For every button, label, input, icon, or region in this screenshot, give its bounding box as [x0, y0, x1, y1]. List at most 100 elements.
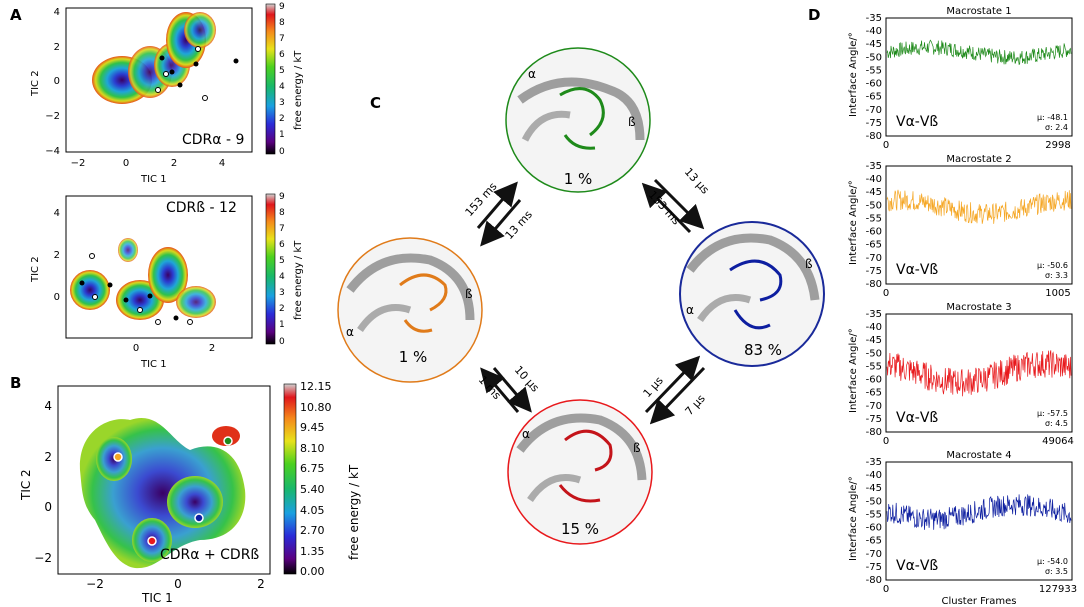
y-tick: -45	[866, 335, 882, 346]
x-tick: 0	[174, 577, 182, 591]
population-label: 1 %	[399, 348, 428, 366]
cluster-centers	[155, 46, 239, 101]
y-tick: −2	[45, 111, 60, 122]
rate-m4-to-m3: 7 µs	[683, 392, 708, 418]
cbar-tick: 8.10	[300, 442, 325, 455]
y-tick: -50	[866, 52, 882, 63]
cbar-tick: 4	[279, 272, 285, 282]
plot-frame	[65, 195, 253, 339]
cbar-tick: 1	[279, 320, 285, 330]
angle-series-line	[886, 39, 1072, 66]
y-tick: -80	[866, 131, 882, 142]
cbar-tick: 0.00	[300, 565, 325, 578]
cbar-tick: 8	[279, 18, 285, 28]
plot-frame	[57, 385, 271, 575]
series-label: Vα-Vß	[896, 114, 938, 130]
y-tick: 2	[44, 450, 52, 464]
macrostate-3-structure: α ß 15 %	[507, 399, 653, 545]
y-tick: -40	[866, 174, 882, 185]
y-ticks: 4 2 0	[54, 208, 60, 303]
y-tick: -65	[866, 388, 882, 399]
x-tick: 0	[133, 343, 139, 354]
y-tick: -70	[866, 401, 882, 412]
x-tick: 0	[883, 140, 889, 151]
y-tick: -75	[866, 562, 882, 573]
mean-label: µ: -54.0	[1037, 557, 1068, 566]
population-label: 1 %	[564, 170, 593, 188]
std-label: σ: 3.3	[1045, 271, 1068, 280]
cbar-tick: 10.80	[300, 401, 332, 414]
x-tick: 2	[257, 577, 265, 591]
rate-m2-to-m1: 153 ms	[463, 180, 500, 219]
y-tick: -50	[866, 496, 882, 507]
y-tick: -55	[866, 509, 882, 520]
y-tick: 0	[44, 500, 52, 514]
arrow-m1-to-m2	[480, 199, 522, 247]
y-tick: -35	[866, 13, 882, 24]
y-ticks: 4 2 0 −2 −4	[45, 7, 60, 157]
angle-series-line	[886, 494, 1072, 530]
y-axis-label: TIC 2	[30, 70, 41, 97]
beta-label: ß	[628, 115, 636, 129]
cbar-tick: 3	[279, 98, 285, 108]
x-tick: 49064	[1042, 436, 1074, 447]
arrow-m4-to-m1	[641, 182, 692, 234]
panel-letter-b: B	[10, 374, 21, 392]
x-axis-label: TIC 1	[140, 359, 167, 370]
free-energy-landscape	[79, 417, 246, 569]
plot-frame	[885, 17, 1073, 137]
y-tick: -45	[866, 187, 882, 198]
cbar-tick: 5	[279, 256, 285, 266]
y-tick: 4	[44, 399, 52, 413]
y-axis-label: Interface Angle/°	[848, 476, 859, 561]
macrostate-2-center	[113, 452, 123, 462]
y-tick: -55	[866, 213, 882, 224]
alpha-label: α	[522, 427, 530, 441]
colorbar	[283, 383, 297, 575]
y-axis-label: TIC 2	[19, 469, 33, 501]
y-tick: 0	[54, 76, 60, 87]
y-tick: 0	[54, 292, 60, 303]
rate-m4-to-m1: 153 ms	[646, 188, 683, 227]
colorbar	[265, 193, 276, 345]
y-tick: −4	[45, 146, 60, 157]
y-tick: 2	[54, 250, 60, 261]
rate-m2-to-m3: 10 µs	[512, 363, 542, 394]
cbar-tick: 5	[279, 66, 285, 76]
y-tick: -35	[866, 457, 882, 468]
macrostate-4-structure: α ß 83 %	[679, 221, 825, 367]
cbar-tick: 8	[279, 208, 285, 218]
cbar-tick: 12.15	[300, 380, 332, 393]
y-tick: -45	[866, 39, 882, 50]
beta-label: ß	[465, 287, 473, 301]
cdr-combined-label: CDRα + CDRß	[160, 547, 259, 563]
cbar-tick: 9	[279, 192, 285, 202]
y-tick: -40	[866, 322, 882, 333]
rate-m3-to-m2: 1 ms	[476, 373, 504, 402]
y-tick: -60	[866, 79, 882, 90]
y-tick: 2	[54, 42, 60, 53]
plot-title: Macrostate 2	[946, 154, 1011, 165]
y-tick: -65	[866, 536, 882, 547]
cbar-tick: 2	[279, 304, 285, 314]
plot-title: Macrostate 3	[946, 302, 1011, 313]
cbar-tick: 4.05	[300, 504, 325, 517]
x-tick: 0	[883, 288, 889, 299]
cbar-tick: 6	[279, 240, 285, 250]
angle-series-line	[886, 350, 1072, 397]
panel-c: α ß 1 % α ß 1 % α ß 83 %	[337, 47, 825, 545]
y-tick: 4	[54, 7, 60, 18]
cbar-tick: 7	[279, 224, 285, 234]
panel-letter-a: A	[10, 6, 22, 24]
cbar-tick: 1.35	[300, 545, 325, 558]
y-tick: -50	[866, 348, 882, 359]
std-label: σ: 2.4	[1045, 123, 1068, 132]
cbar-tick: 6	[279, 50, 285, 60]
y-tick: -40	[866, 26, 882, 37]
series-label: Vα-Vß	[896, 410, 938, 426]
x-ticks: −2 0 2	[86, 577, 265, 591]
x-tick: 0	[123, 158, 129, 169]
x-tick: 127933	[1039, 584, 1077, 595]
y-tick: -65	[866, 92, 882, 103]
colorbar	[265, 3, 276, 155]
